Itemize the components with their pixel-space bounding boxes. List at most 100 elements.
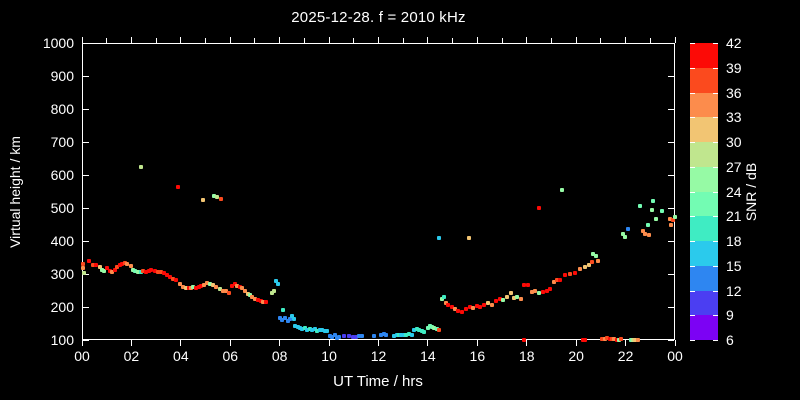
- data-point: [583, 338, 588, 342]
- data-point: [635, 338, 640, 342]
- data-point: [107, 268, 112, 273]
- data-point: [633, 338, 638, 342]
- y-tick-label: 900: [50, 68, 74, 84]
- data-point: [602, 336, 607, 341]
- data-point: [439, 297, 444, 302]
- data-point: [437, 236, 442, 241]
- data-point: [159, 270, 164, 275]
- data-point: [190, 285, 195, 290]
- colorbar-segment: [690, 142, 718, 167]
- y-major-tick-left: [83, 42, 89, 44]
- colorbar-boundary-tick: [690, 314, 695, 316]
- colorbar-boundary-tick: [690, 42, 695, 44]
- colorbar-boundary-tick: [690, 116, 695, 118]
- colorbar-segment: [690, 241, 718, 266]
- x-major-tick-bottom: [180, 340, 182, 346]
- x-tick-label: 00: [74, 348, 90, 364]
- data-point: [459, 309, 464, 314]
- data-point: [645, 223, 650, 228]
- y-major-tick-right: [668, 174, 674, 176]
- x-major-tick-bottom: [130, 340, 132, 346]
- data-point: [573, 270, 578, 275]
- colorbar-tick-label: 18: [726, 233, 742, 249]
- data-point: [276, 281, 281, 286]
- colorbar-boundary-tick: [713, 67, 718, 69]
- data-point: [537, 290, 542, 295]
- data-point: [618, 337, 623, 342]
- x-minor-tick-top: [452, 38, 454, 43]
- data-point: [515, 294, 520, 299]
- x-major-tick-top: [625, 37, 627, 43]
- y-major-tick-left: [83, 75, 89, 77]
- colorbar-boundary-tick: [713, 166, 718, 168]
- data-point: [467, 236, 472, 241]
- data-point: [167, 274, 172, 279]
- data-point: [117, 262, 122, 267]
- data-point: [659, 209, 664, 214]
- data-point: [186, 286, 191, 291]
- colorbar-tick-label: 21: [726, 208, 742, 225]
- data-point: [300, 327, 305, 332]
- data-point: [175, 184, 180, 189]
- colorbar-boundary-tick: [713, 339, 718, 341]
- colorbar-boundary-tick: [713, 215, 718, 217]
- data-points-layer: [80, 43, 677, 342]
- data-point: [486, 301, 491, 306]
- data-point: [291, 316, 296, 321]
- data-point: [406, 332, 411, 337]
- y-tick-label: 200: [50, 299, 74, 315]
- data-point: [337, 335, 342, 340]
- x-tick-label: 04: [173, 348, 189, 364]
- data-point: [477, 304, 482, 309]
- data-point: [651, 199, 656, 204]
- colorbar-segment: [690, 166, 718, 192]
- x-major-tick-bottom: [81, 340, 83, 346]
- data-point: [152, 268, 157, 273]
- colorbar-tick-label: 9: [726, 307, 734, 324]
- x-minor-tick-top: [254, 38, 256, 43]
- data-point: [586, 263, 591, 268]
- y-major-tick-right: [668, 339, 674, 341]
- x-tick-label: 22: [617, 348, 634, 364]
- data-point: [404, 332, 409, 337]
- data-point: [653, 216, 658, 221]
- data-point: [649, 208, 654, 213]
- x-major-tick-top: [378, 37, 379, 43]
- data-point: [138, 164, 143, 169]
- data-point: [563, 273, 568, 278]
- x-major-tick-top: [130, 37, 132, 43]
- data-point: [544, 288, 549, 293]
- y-axis-label: Virtual height / km: [7, 136, 23, 248]
- data-point: [298, 326, 303, 331]
- data-point: [504, 295, 509, 300]
- data-point: [640, 229, 645, 234]
- data-point: [196, 284, 201, 289]
- data-point: [290, 314, 295, 319]
- x-tick-label: 06: [222, 348, 239, 364]
- data-point: [449, 305, 454, 310]
- y-major-tick-left: [83, 174, 89, 176]
- data-point: [136, 269, 141, 274]
- data-point: [522, 283, 527, 288]
- x-tick-label: 18: [518, 348, 535, 364]
- y-tick-label: 100: [50, 332, 74, 348]
- data-point: [414, 327, 419, 332]
- data-point: [671, 217, 676, 222]
- data-point: [161, 271, 166, 276]
- colorbar-boundary-tick: [690, 265, 695, 267]
- y-tick-label: 800: [50, 101, 74, 117]
- plot-title: 2025-12-28. f = 2010 kHz: [291, 9, 466, 26]
- data-point: [432, 326, 437, 331]
- data-point: [555, 278, 560, 283]
- data-point: [280, 317, 285, 322]
- data-point: [112, 267, 117, 272]
- x-minor-tick-top: [501, 38, 503, 43]
- x-axis-label: UT Time / hrs: [333, 373, 423, 390]
- colorbar-boundary-tick: [690, 215, 695, 217]
- data-point: [86, 259, 91, 264]
- data-point: [122, 260, 127, 265]
- axis-ticks-layer: [81, 37, 676, 346]
- data-point: [334, 335, 339, 340]
- data-point: [261, 299, 266, 304]
